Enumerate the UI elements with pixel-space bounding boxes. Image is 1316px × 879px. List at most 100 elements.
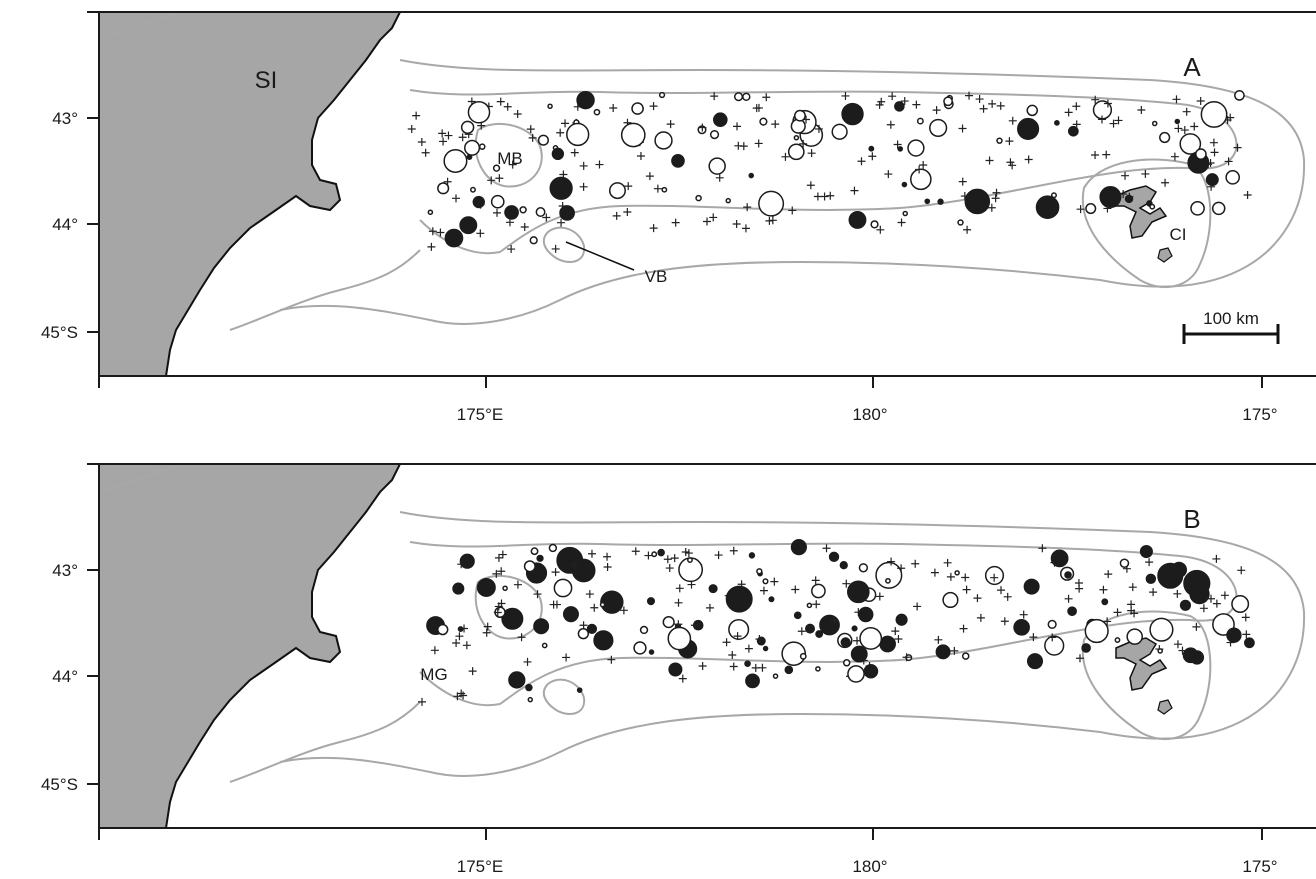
map-panel-a: 43° 44° 45°S 175°E 180° 175° A SI MB VB … [41, 11, 1316, 424]
plus-marker-icon [807, 149, 816, 158]
open-circle-marker-icon [870, 220, 879, 229]
pitt-island-land [1157, 247, 1173, 263]
open-circle-marker-icon [859, 627, 883, 650]
plus-marker-icon [508, 160, 517, 169]
open-circle-marker-icon [1126, 628, 1143, 645]
open-circle-marker-icon [1085, 203, 1097, 215]
plus-marker-icon [587, 549, 596, 558]
filled-circle-marker-icon [713, 112, 728, 128]
plus-marker-icon [417, 697, 426, 706]
plus-marker-icon [636, 152, 645, 161]
plus-marker-icon [1075, 584, 1084, 593]
filled-circle-marker-icon [1067, 606, 1077, 617]
plus-marker-icon [820, 192, 829, 201]
open-circle-marker-icon [443, 148, 468, 173]
open-circle-marker-icon [519, 206, 527, 214]
plus-marker-icon [1220, 591, 1229, 600]
filled-circle-marker-icon [1179, 599, 1192, 611]
filled-circle-marker-icon [748, 552, 756, 559]
filled-circle-marker-icon [472, 195, 485, 209]
open-circle-marker-icon [631, 102, 644, 115]
plus-marker-icon [1149, 588, 1158, 597]
open-circle-marker-icon [1159, 131, 1171, 144]
plus-marker-icon [671, 218, 680, 227]
plus-marker-icon [428, 227, 437, 236]
filled-circle-marker-icon [748, 172, 755, 179]
filled-circle-marker-icon [745, 673, 760, 689]
open-circle-marker-icon [772, 673, 779, 679]
plus-marker-icon [897, 218, 906, 227]
plus-marker-icon [1064, 108, 1073, 117]
filled-circle-marker-icon [901, 181, 908, 188]
plus-marker-icon [477, 121, 486, 130]
filled-circle-marker-icon [1081, 643, 1091, 653]
plus-marker-icon [1233, 143, 1242, 152]
filled-circle-marker-icon [1205, 173, 1219, 187]
plus-marker-icon [495, 174, 504, 183]
filled-circle-marker-icon [744, 660, 751, 668]
open-circle-marker-icon [523, 560, 536, 573]
plus-marker-icon [897, 564, 906, 573]
plus-marker-icon [900, 97, 909, 106]
open-circle-marker-icon [527, 696, 534, 703]
filled-circle-marker-icon [646, 597, 656, 606]
panel-letter-b: B [1183, 504, 1200, 534]
plus-marker-icon [1076, 205, 1085, 214]
plus-marker-icon [670, 554, 679, 563]
open-circle-marker-icon [815, 666, 821, 672]
filled-circle-marker-icon [533, 618, 550, 635]
plus-marker-icon [1114, 116, 1123, 125]
plus-marker-icon [771, 120, 780, 129]
filled-circle-marker-icon [879, 635, 896, 653]
open-circle-marker-icon [1149, 203, 1156, 210]
filled-circle-marker-icon [839, 561, 848, 570]
open-circle-marker-icon [437, 182, 450, 195]
open-circle-marker-icon [548, 543, 558, 553]
plus-marker-icon [439, 137, 448, 146]
plus-marker-icon [1019, 610, 1028, 619]
plus-marker-icon [438, 129, 447, 138]
label-mernoo-bank: MB [497, 149, 523, 168]
plus-marker-icon [590, 603, 599, 612]
plus-marker-icon [674, 620, 683, 629]
plus-marker-icon [1172, 95, 1181, 104]
lat-tick-43-b: 43° [52, 561, 78, 580]
filled-circle-marker-icon [476, 577, 496, 597]
plus-marker-icon [493, 608, 502, 617]
plus-marker-icon [888, 92, 897, 101]
open-circle-marker-icon [437, 623, 449, 636]
open-circle-marker-icon [943, 96, 953, 107]
plus-marker-icon [930, 568, 939, 577]
open-circle-marker-icon [1225, 170, 1240, 185]
plus-marker-icon [663, 555, 672, 564]
filled-circle-marker-icon [576, 687, 583, 693]
open-circle-marker-icon [695, 194, 702, 202]
pitt-island-land-b [1157, 699, 1173, 715]
plus-marker-icon [1212, 599, 1221, 608]
plus-marker-icon [412, 111, 421, 120]
plus-marker-icon [452, 194, 461, 203]
plus-marker-icon [1003, 592, 1012, 601]
plus-marker-icon [1005, 137, 1014, 146]
plus-marker-icon [579, 161, 588, 170]
plus-marker-icon [1072, 120, 1081, 129]
plus-marker-icon [675, 584, 684, 593]
filled-circle-marker-icon [805, 623, 816, 634]
filled-circle-marker-icon [1157, 562, 1184, 589]
plus-marker-icon [973, 594, 982, 603]
plus-marker-icon [703, 217, 711, 226]
plus-marker-icon [1109, 119, 1118, 128]
filled-circle-marker-icon [848, 210, 867, 229]
plus-marker-icon [649, 224, 658, 233]
open-circle-marker-icon [608, 182, 626, 200]
plus-marker-icon [1103, 617, 1112, 626]
filled-circle-marker-icon [1035, 195, 1060, 220]
open-circle-marker-icon [654, 131, 673, 150]
plus-marker-icon [950, 646, 959, 655]
plus-marker-icon [1241, 613, 1250, 622]
open-circle-marker-icon [709, 130, 720, 140]
plus-marker-icon [734, 141, 743, 150]
plus-marker-icon [768, 216, 777, 225]
filled-circle-marker-icon [459, 553, 475, 569]
plus-marker-icon [814, 124, 823, 133]
